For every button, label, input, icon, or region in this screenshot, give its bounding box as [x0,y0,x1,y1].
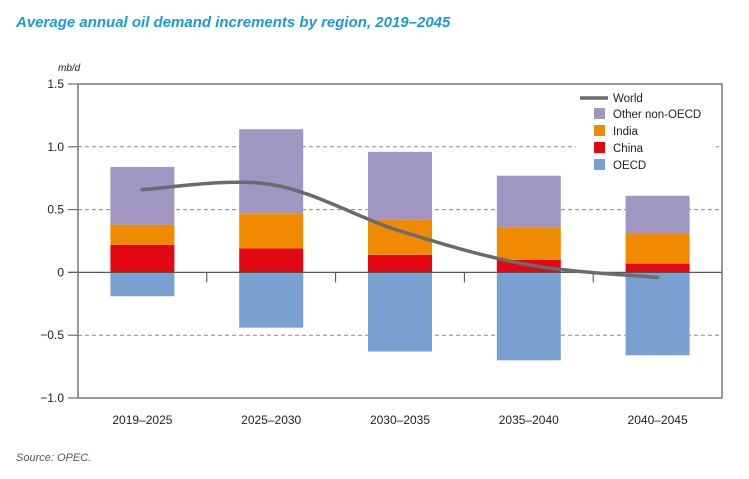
bar-india [110,224,175,245]
x-tick-label: 2025–2030 [241,413,301,427]
y-tick-label: 1.5 [47,77,64,91]
bar-other-non-oecd [368,151,432,220]
x-tick-label: 2040–2045 [628,413,688,427]
x-tick-label: 2030–2035 [370,413,430,427]
bar-india [239,213,304,249]
plot-frame [77,83,723,399]
bar-oecd [496,272,561,361]
world-line [140,180,660,280]
legend-label-china: China [613,143,644,155]
legend-swatch-china [594,142,605,153]
y-tick-label: 0.5 [47,203,64,217]
bar-china [110,244,175,273]
bar-other-non-oecd [496,175,561,228]
legend-label-world: World [613,93,643,105]
source-note: Source: OPEC. [16,452,92,464]
bar-china [239,248,304,273]
bar-india [496,227,561,260]
chart-title: Average annual oil demand increments by … [16,14,451,31]
legend-label-india: India [613,126,639,138]
legend-swatch-other-non-oecd [594,108,605,119]
y-axis-unit: mb/d [58,63,81,74]
legend-label-other-non-oecd: Other non-OECD [613,109,701,121]
bar-oecd [625,272,690,356]
y-tick-label: −1.0 [40,391,64,405]
bar-oecd [368,272,432,352]
x-tick-label: 2019–2025 [112,413,172,427]
legend-swatch-oecd [594,159,605,170]
bar-oecd [239,272,304,328]
legend-swatch-india [594,125,605,136]
x-tick-label: 2035–2040 [499,413,559,427]
y-tick-label: −0.5 [40,328,64,342]
bar-other-non-oecd [239,129,304,214]
bar-oecd [110,272,175,297]
bar-china [625,263,690,273]
y-tick-label: 0 [57,265,64,279]
y-tick-label: 1.0 [47,140,64,154]
bar-other-non-oecd [625,195,690,234]
bar-other-non-oecd [110,166,175,225]
bar-india [625,233,690,264]
bar-china [368,254,432,273]
legend-label-oecd: OECD [613,160,646,172]
